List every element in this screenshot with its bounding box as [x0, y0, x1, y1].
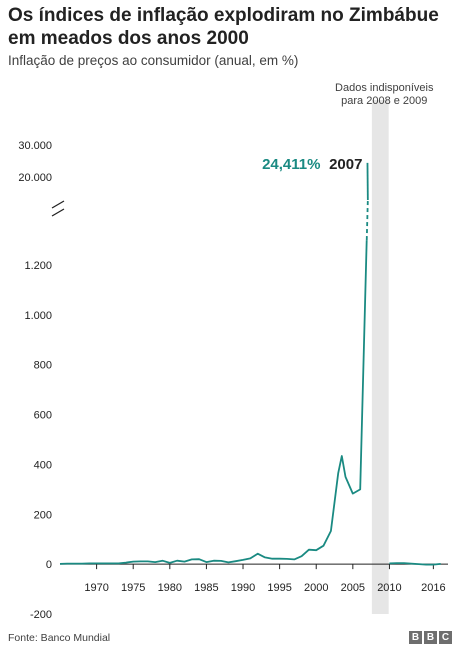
y-tick-label: 0	[46, 559, 52, 571]
y-tick-label: 1.200	[24, 260, 52, 272]
inflation-line-2010-2017	[389, 562, 441, 566]
inflation-line-break-segment	[365, 199, 369, 241]
x-tick-label: 1970	[84, 582, 108, 594]
x-tick-label: 2010	[377, 582, 401, 594]
no-data-band	[371, 100, 389, 614]
inflation-line-1965-2007	[59, 240, 368, 565]
bbc-logo-letter: B	[409, 631, 422, 644]
x-tick-label: 2000	[304, 582, 328, 594]
axis-break-mark	[51, 200, 65, 209]
x-tick-label: 1985	[194, 582, 218, 594]
axis-break-mark	[51, 208, 65, 217]
y-tick-label: 800	[34, 360, 52, 372]
y-tick-label: 600	[34, 410, 52, 422]
source-note: Fonte: Banco Mundial	[8, 632, 111, 644]
x-tick-label: 2005	[341, 582, 365, 594]
y-tick-label: 200	[34, 509, 52, 521]
y-tick-label: 400	[34, 459, 52, 471]
x-tick-label: 1995	[267, 582, 291, 594]
y-tick-label: 1.000	[24, 310, 52, 322]
no-data-label: para 2008 e 2009	[341, 95, 427, 107]
x-tick-label: 1975	[121, 582, 145, 594]
x-tick-label: 1980	[158, 582, 182, 594]
y-tick-label: 20.000	[18, 172, 52, 184]
no-data-label: Dados indisponíveis	[335, 82, 434, 94]
peak-year-label: 2007	[329, 156, 362, 173]
y-tick-label: 30.000	[18, 140, 52, 152]
x-tick-label: 2016	[421, 582, 445, 594]
peak-value-label: 24,411%	[262, 156, 320, 173]
bbc-logo-letter: B	[424, 631, 437, 644]
y-tick-label: -200	[30, 609, 52, 621]
bbc-logo: B B C	[409, 631, 452, 644]
chart-title: Os índices de inflação explodiram no Zim…	[8, 5, 439, 49]
chart-subtitle: Inflação de preços ao consumidor (anual,…	[8, 53, 299, 68]
x-tick-label: 1990	[231, 582, 255, 594]
bbc-logo-letter: C	[439, 631, 452, 644]
